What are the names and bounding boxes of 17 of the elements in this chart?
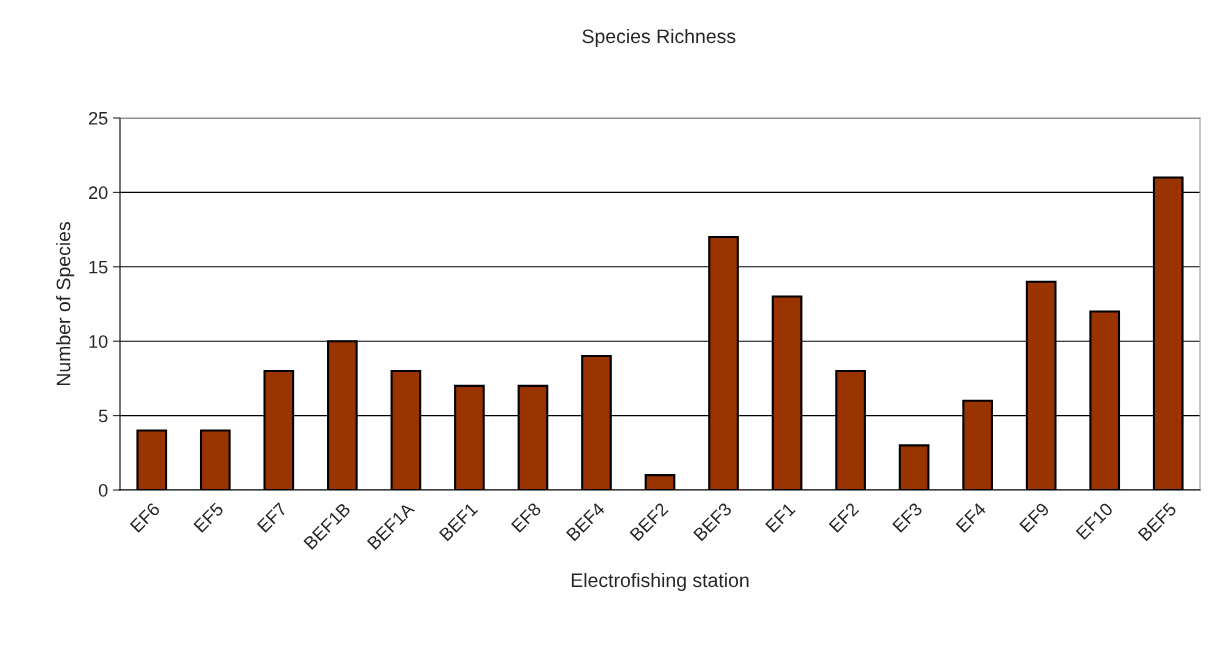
x-tick-label: EF5 xyxy=(193,502,225,533)
y-tick-label: 15 xyxy=(89,260,108,274)
chart-title: Species Richness xyxy=(582,28,736,48)
x-tick-label: EF2 xyxy=(828,502,860,533)
y-tick-label: 10 xyxy=(89,335,108,348)
x-tick-label: EF9 xyxy=(1019,502,1050,533)
y-axis-title: Number of Species xyxy=(56,222,75,386)
x-tick-label: EF1 xyxy=(765,502,796,533)
y-tick-label: 20 xyxy=(89,186,108,200)
x-axis-title: Electrofishing station xyxy=(571,572,749,592)
x-tick-label: EF8 xyxy=(510,502,542,533)
y-tick-label: 0 xyxy=(98,483,108,497)
x-tick-label: EF6 xyxy=(129,502,161,533)
x-tick-label: EF3 xyxy=(892,502,923,533)
y-tick-label: 25 xyxy=(89,111,108,125)
x-tick-label: EF4 xyxy=(955,501,987,533)
y-tick-label: 5 xyxy=(98,409,108,423)
